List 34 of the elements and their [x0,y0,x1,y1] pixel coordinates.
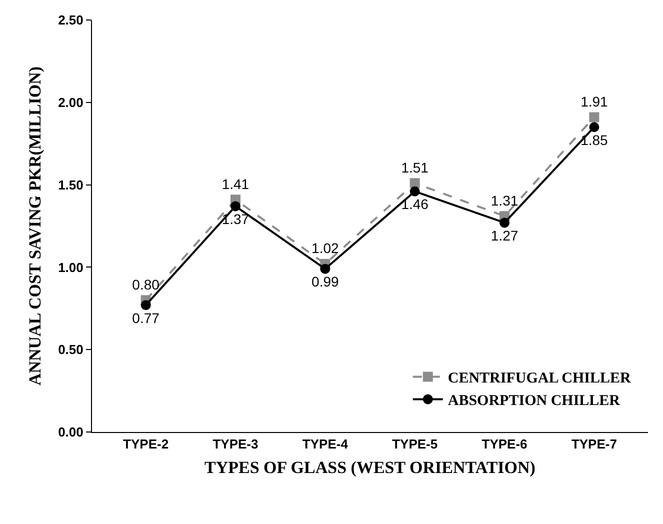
x-tick-label: TYPE-4 [302,436,349,452]
data-label: 1.27 [490,227,518,244]
data-label: 0.99 [312,274,339,290]
data-label: 1.31 [490,192,518,208]
data-label: 1.85 [580,132,608,148]
legend-label: CENTRIFUGAL CHILLER [448,370,631,387]
point [230,201,240,212]
data-label: 1.02 [312,240,339,256]
point [500,218,510,228]
legend-label: ABSORPTION CHILLER [448,393,620,410]
y-tick-label: 1.50 [58,177,84,192]
data-label: 1.51 [401,159,429,176]
x-tick-label: TYPE-3 [212,436,258,452]
point [410,178,420,188]
point [410,186,420,196]
x-tick-label: TYPE-6 [482,436,528,452]
y-tick-label: 0.00 [58,424,84,440]
data-label: 1.91 [580,93,608,110]
y-tick-label: 2.50 [58,12,84,28]
point [589,112,600,122]
y-axis-title: ANNUAL COST SAVING PKR(MILLION) [26,66,45,386]
y-tick-label: 2.00 [58,94,84,110]
y-tick-label: 0.50 [58,342,84,358]
x-axis-title: TYPES OF GLASS (WEST ORIENTATION) [204,458,536,477]
x-tick-label: TYPE-5 [392,436,438,452]
data-label: 1.41 [222,176,250,192]
point [589,122,600,132]
x-tick-label: TYPE-2 [123,436,169,452]
point [140,300,151,310]
y-tick-label: 1.00 [58,260,84,275]
data-label: 0.77 [132,310,160,326]
data-label: 0.80 [132,276,160,292]
point [320,264,330,274]
x-tick-label: TYPE-7 [571,436,617,452]
